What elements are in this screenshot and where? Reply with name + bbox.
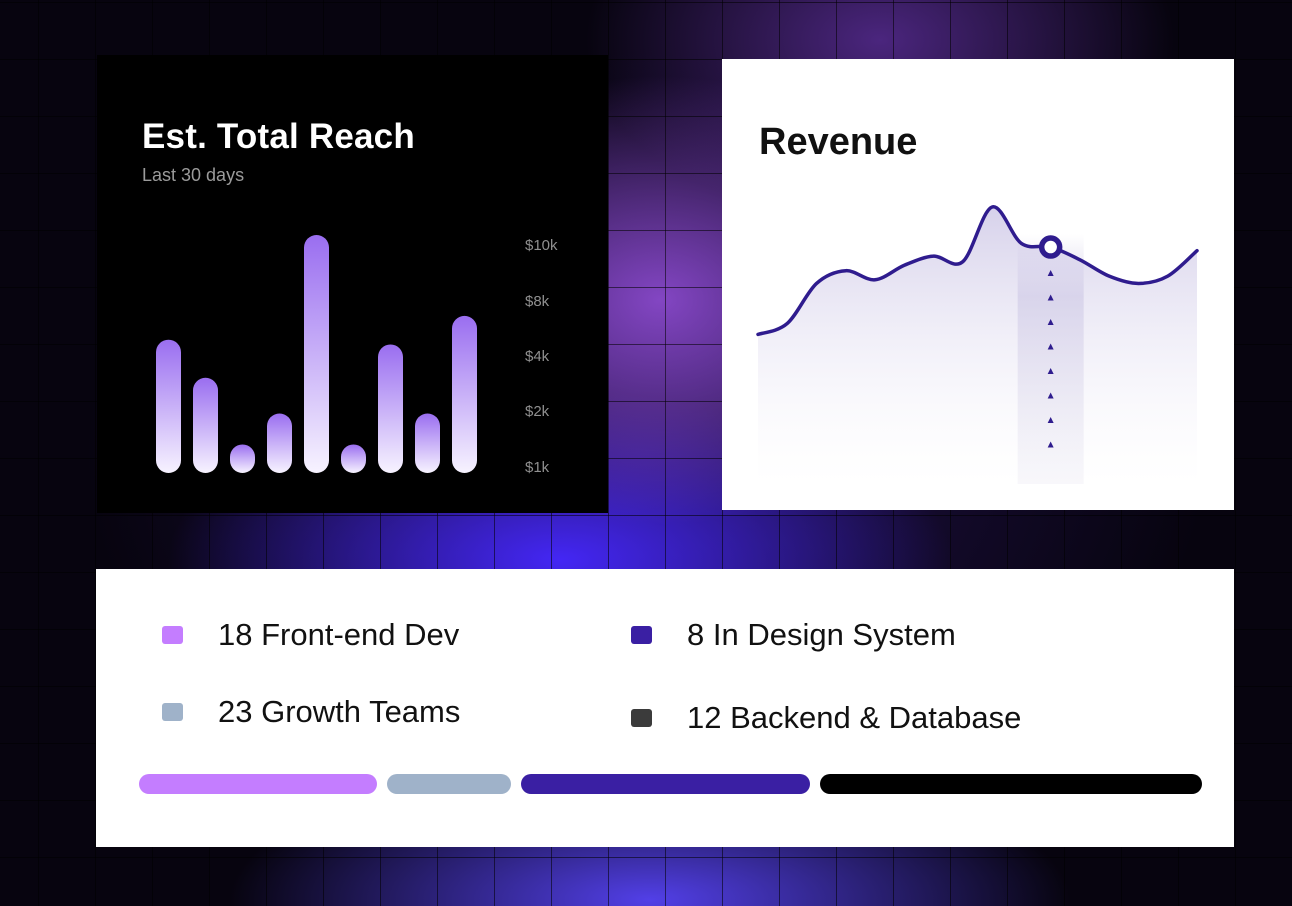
legend-label-backend: 12 Backend & Database xyxy=(687,700,1022,735)
revenue-highlight-arrow xyxy=(1047,270,1054,277)
revenue-title: Revenue xyxy=(759,121,918,163)
revenue-highlight-arrow xyxy=(1047,368,1054,375)
reach-y-tick-label: $8k xyxy=(525,293,550,310)
team-distribution-segment xyxy=(520,774,810,794)
revenue-area xyxy=(758,206,1197,484)
reach-bar[interactable] xyxy=(415,413,440,474)
revenue-highlight-arrow xyxy=(1047,441,1054,448)
revenue-line xyxy=(756,205,1199,337)
revenue-highlight-arrow xyxy=(1047,294,1054,301)
legend-label-growth: 23 Growth Teams xyxy=(218,694,461,729)
revenue-highlight-arrow xyxy=(1047,319,1054,326)
team-distribution-segment xyxy=(386,774,511,794)
legend-swatch-growth xyxy=(162,703,183,721)
reach-bar[interactable] xyxy=(452,315,477,473)
reach-y-tick-label: $10k xyxy=(525,237,558,254)
team-distribution-segment xyxy=(139,774,377,794)
legend-item-front-end: 18 Front-end Dev xyxy=(162,617,459,653)
reach-bar[interactable] xyxy=(193,377,218,473)
reach-bar[interactable] xyxy=(341,444,366,473)
reach-bar-chart: $10k $8k $4k $2k $1k xyxy=(156,235,558,476)
reach-bar[interactable] xyxy=(267,413,292,474)
reach-bar[interactable] xyxy=(230,444,255,473)
revenue-card: Revenue xyxy=(722,59,1234,510)
legend-item-growth: 23 Growth Teams xyxy=(162,694,460,730)
reach-card: Est. Total Reach Last 30 days $10k $8k $4k… xyxy=(97,55,608,513)
revenue-highlight-arrow xyxy=(1047,417,1054,424)
revenue-line-chart xyxy=(756,205,1199,484)
legend-label-design-system: 8 In Design System xyxy=(687,617,956,652)
legend-swatch-front-end xyxy=(162,626,183,644)
revenue-highlight-arrow xyxy=(1047,392,1054,399)
reach-title: Est. Total Reach xyxy=(142,117,415,156)
revenue-highlight-arrow xyxy=(1047,343,1054,350)
reach-subtitle: Last 30 days xyxy=(142,165,245,185)
reach-bar[interactable] xyxy=(156,339,181,473)
team-distribution-segment xyxy=(819,774,1202,794)
reach-y-tick-label: $1k xyxy=(525,459,550,476)
reach-y-tick-label: $2k xyxy=(525,403,550,420)
legend-swatch-backend xyxy=(631,709,652,727)
legend-swatch-design-system xyxy=(631,626,652,644)
revenue-highlight-point[interactable] xyxy=(1038,235,1063,259)
legend-item-design-system: 8 In Design System xyxy=(631,617,956,653)
reach-bar[interactable] xyxy=(304,235,329,473)
reach-y-tick-label: $4k xyxy=(525,348,550,365)
reach-bar[interactable] xyxy=(378,344,403,473)
legend-item-backend: 12 Backend & Database xyxy=(631,700,1021,736)
legend-label-front-end: 18 Front-end Dev xyxy=(218,617,460,652)
team-breakdown-card: 18 Front-end Dev 23 Growth Teams 8 In De… xyxy=(96,569,1234,847)
